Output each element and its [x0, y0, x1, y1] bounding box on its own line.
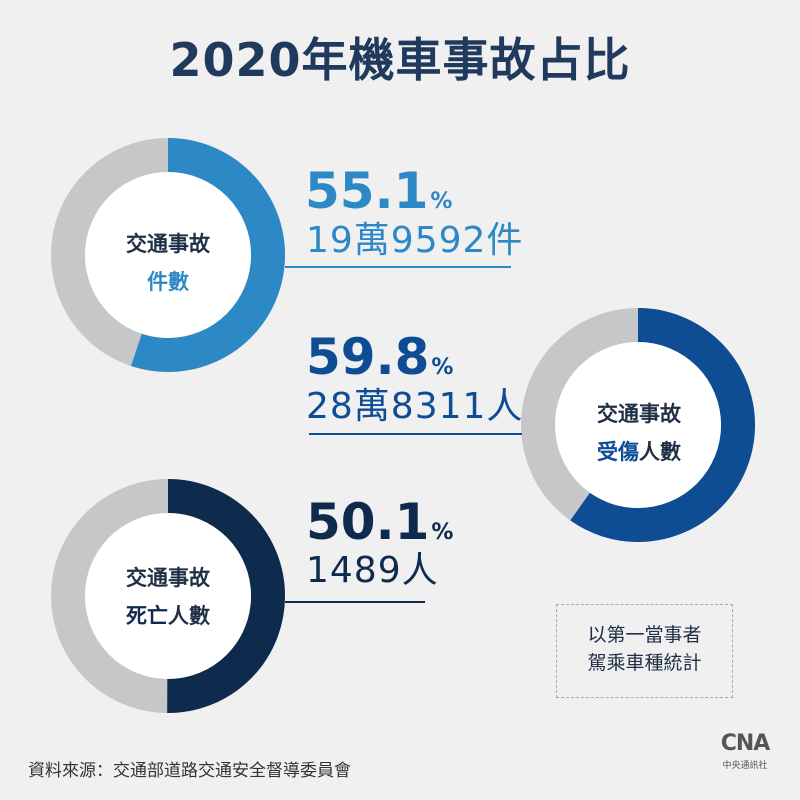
donut-injuries	[521, 308, 755, 542]
cna-logo: CNA 中央通訊社	[715, 727, 775, 787]
accident-label-line1: 交通事故	[126, 232, 210, 256]
injury-ring-segment	[521, 308, 755, 542]
donut-accidents	[51, 138, 285, 372]
injury-ring-label: 交通事故 受傷人數	[559, 395, 719, 471]
injury-percent: 59.8%	[306, 332, 453, 393]
accident-rule	[285, 266, 511, 268]
death-ring-label: 交通事故 死亡人數	[88, 559, 248, 635]
death-ring-center	[85, 513, 251, 679]
injury-rule	[309, 433, 522, 435]
injury-percent-unit: %	[431, 355, 454, 380]
accident-percent-value: 55.1	[305, 162, 429, 220]
note-line2: 駕乘車種統計	[587, 652, 702, 674]
injury-label-line1: 交通事故	[597, 402, 681, 426]
death-ring-segment	[51, 479, 285, 713]
note-line1: 以第一當事者	[587, 624, 702, 646]
donut-deaths	[51, 479, 285, 713]
accident-ring-segment	[51, 138, 285, 372]
death-label-accent: 死亡	[126, 604, 168, 628]
accident-label-accent: 件數	[147, 270, 189, 294]
accident-percent: 55.1%	[305, 166, 452, 227]
death-label-rest: 人數	[168, 604, 210, 628]
injury-percent-value: 59.8	[306, 328, 430, 386]
methodology-note: 以第一當事者 駕乘車種統計	[556, 604, 733, 698]
injury-label-accent: 受傷	[597, 440, 639, 464]
death-rule	[285, 601, 425, 603]
death-label-line1: 交通事故	[126, 566, 210, 590]
injury-count: 28萬8311人	[306, 386, 524, 427]
death-percent-value: 50.1	[306, 493, 430, 551]
logo-subtitle: 中央通訊社	[722, 761, 768, 771]
death-count: 1489人	[306, 550, 439, 591]
accident-percent-unit: %	[430, 189, 453, 214]
accident-ring-center	[85, 172, 251, 338]
source-credit: 資料來源：交通部道路交通安全督導委員會	[28, 761, 351, 781]
logo-mark: CNA	[720, 731, 771, 756]
page-title: 2020年機車事故占比	[169, 33, 631, 87]
death-percent: 50.1%	[306, 497, 453, 558]
death-percent-unit: %	[431, 520, 454, 545]
accident-ring-label: 交通事故 件數	[88, 225, 248, 301]
injury-ring-center	[555, 342, 721, 508]
injury-label-rest: 人數	[639, 440, 681, 464]
accident-count: 19萬9592件	[306, 220, 524, 261]
